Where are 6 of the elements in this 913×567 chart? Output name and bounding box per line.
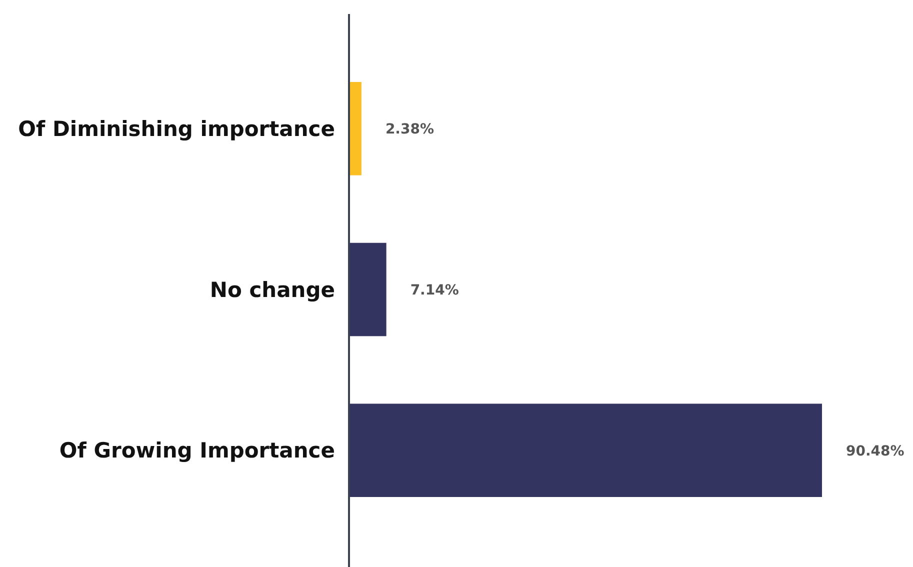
y-tick-label: No change [210,278,335,302]
data-label: 7.14% [410,282,459,298]
data-label: 90.48% [846,443,904,460]
y-tick-label: Of Diminishing importance [18,116,335,141]
y-tick-label: Of Growing Importance [59,438,335,463]
data-label: 2.38% [385,122,434,138]
